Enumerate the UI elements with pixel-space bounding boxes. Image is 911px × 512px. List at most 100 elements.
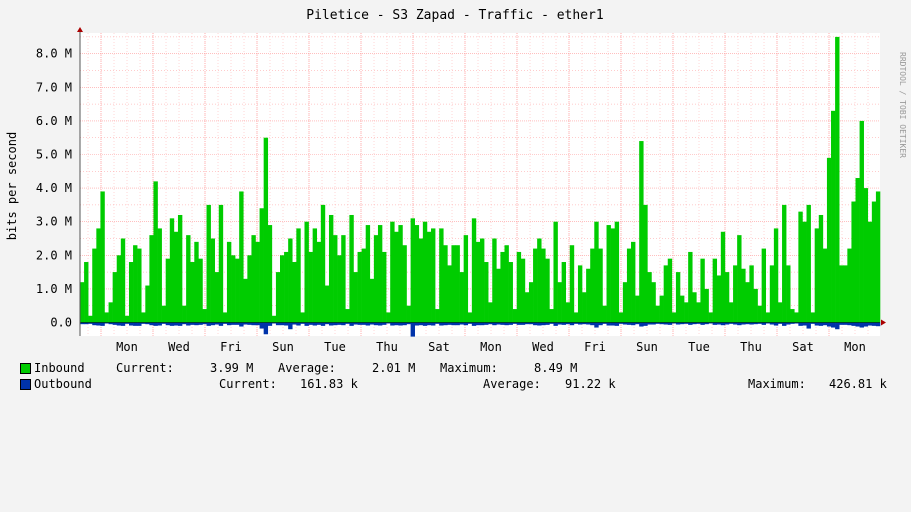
inbound-bar [349,214,354,323]
inbound-bar [814,228,820,323]
outbound-bar [871,322,877,326]
outbound-bar [708,322,713,324]
outbound-bar [406,322,411,325]
inbound-bar [337,255,342,323]
y-axis-label: bits per second [5,132,19,240]
outbound-bar [304,322,309,326]
outbound-bar [263,322,269,335]
inbound-bar [598,248,603,323]
outbound-bar [198,322,203,325]
outbound-bar [165,322,171,326]
inbound-bar [104,312,109,323]
inbound-bar [312,228,318,323]
inbound-bar [790,309,795,323]
outbound-bar [280,322,285,326]
outbound-bar [365,322,371,326]
outbound-bar [545,322,550,325]
outbound-bar [618,322,624,324]
outbound-bar [671,322,677,324]
inbound-bar [88,315,93,323]
inbound-bar [831,110,836,323]
outbound-bar [467,322,473,324]
legend-outbound-name: Outbound [34,377,92,391]
outbound-bar [606,322,611,326]
inbound-bar [777,302,783,323]
outbound-bar [728,322,734,324]
inbound-bar [655,305,660,323]
inbound-bar [594,221,599,323]
x-tick-label: Fri [584,340,606,354]
inbound-bar [716,275,722,323]
outbound-bar [194,322,199,326]
inbound-bar [263,137,269,323]
outbound-bar [614,322,620,326]
outbound-bar [594,322,599,328]
inbound-bar [488,302,493,323]
outbound-bar [586,322,591,325]
outbound-bar [863,322,869,327]
inbound-bar [553,221,558,323]
outbound-bar [398,322,403,326]
outbound-bar [557,322,562,325]
outbound-bar [108,322,113,325]
outbound-bar [173,322,179,326]
inbound-bar [573,312,579,323]
inbound-bar [116,255,122,323]
outbound-bar [577,322,583,325]
inbound-bar [745,282,750,323]
x-tick-label: Tue [688,340,710,354]
outbound-bar [439,322,444,326]
inbound-bar [537,238,542,323]
y-tick-label: 0.0 [50,316,72,330]
inbound-bar [333,235,338,323]
y-tick-label: 2.0 M [36,248,72,262]
outbound-bar [663,322,669,325]
inbound-bar [684,302,689,323]
inbound-bar [773,228,779,323]
inbound-bar [406,305,411,323]
outbound-bar [133,322,138,326]
outbound-color-swatch [20,379,31,390]
outbound-bar [794,322,799,324]
inbound-bar [316,241,322,323]
inbound-bar [753,288,758,323]
outbound-bar [431,322,436,326]
legend-outbound-average-label: Average: [483,377,541,391]
outbound-bar [822,322,828,326]
inbound-bar [300,312,305,323]
inbound-bar [688,251,693,323]
legend-inbound-maximum: 8.49 M [534,361,578,375]
outbound-series [80,322,881,337]
outbound-bar [818,322,824,326]
legend-inbound-average-label: Average: [278,361,336,375]
inbound-bar [112,272,118,323]
outbound-bar [120,322,126,326]
y-tick-label: 5.0 M [36,148,72,162]
outbound-bar [341,322,346,326]
inbound-bar [390,221,395,323]
inbound-bar [708,312,713,323]
inbound-bar [520,258,526,323]
outbound-bar [569,322,575,326]
legend-outbound-current-label: Current: [219,377,277,391]
inbound-bar [806,204,811,323]
legend-inbound-row: Inbound Current: 3.99 M Average: 2.01 M … [20,361,893,376]
outbound-bar [414,322,420,326]
outbound-bar [875,322,881,327]
outbound-bar [345,322,350,324]
outbound-bar [512,322,518,324]
outbound-bar [455,322,460,326]
outbound-bar [386,322,391,324]
inbound-bar [202,309,207,323]
inbound-bar [569,245,575,323]
inbound-bar [231,255,236,323]
inbound-bar [455,245,460,323]
x-tick-label: Sun [636,340,658,354]
outbound-bar [382,322,387,325]
outbound-bar [565,322,571,325]
inbound-bar [414,225,420,323]
outbound-bar [712,322,718,325]
y-tick-label: 6.0 M [36,114,72,128]
outbound-bar [724,322,730,325]
inbound-bar [296,228,301,323]
